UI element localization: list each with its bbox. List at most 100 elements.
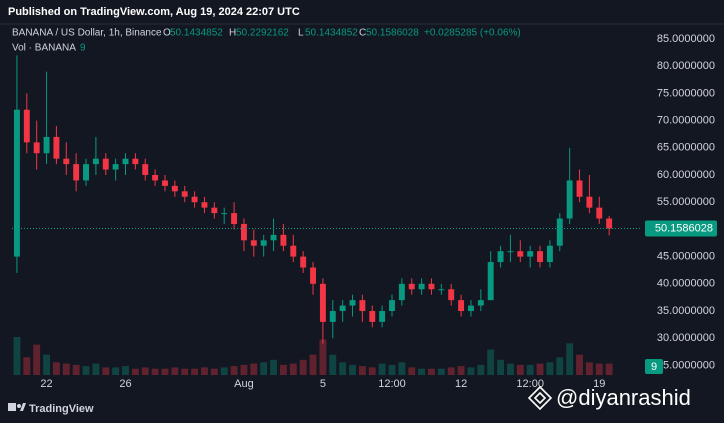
candle-body [221,213,228,215]
candle-body [191,196,198,203]
volume-bar [319,339,327,375]
volume-bar [536,363,544,375]
ohlc-label: H [229,28,236,39]
volume-bar [585,362,593,375]
volume-bar [516,364,524,375]
volume-bar [112,367,120,375]
y-tick-label: 80.0000000 [657,60,715,72]
candle-body [171,185,178,192]
volume-bar [279,364,287,375]
last-price-box [645,220,717,237]
candle-body [418,283,425,290]
volume-bar [358,366,366,375]
candle-body [300,256,307,268]
volume-bar [497,359,505,375]
volume-bar [576,354,583,375]
candle-body [596,207,603,219]
candle-body [83,164,89,181]
candle-body [398,283,405,301]
y-tick-label: 75.0000000 [657,87,715,99]
candle-body [112,164,119,170]
candle-body [152,175,159,181]
volume-bar [230,366,238,375]
candle-body [122,158,129,165]
candle-body [63,158,70,165]
volume-bar [309,354,317,375]
volume-bar [141,367,149,375]
volume-bar [92,363,100,375]
candle-body [369,311,376,322]
candle-body [142,164,149,175]
y-tick-label: 60.0000000 [657,169,715,181]
candle-body [132,158,139,165]
y-tick-label: 55.0000000 [657,196,715,208]
candle-body [497,251,504,263]
x-tick-label: 12:00 [378,378,406,390]
ohlc-value: 50.1434852 [305,28,358,39]
plot-area: O 50.1434852 H 50.2292162 L 50.1434852 C 50.158… [12,28,717,390]
brand: TradingView [29,403,94,415]
symbol: BANANA / US Dollar, 1h, Binance [12,28,162,39]
volume-last-box [645,359,663,374]
candle-body [23,109,30,143]
volume-bar [428,368,435,375]
volume-bar [506,363,514,375]
candle-body [477,300,484,306]
volume-bar [467,367,475,375]
candle-body [53,136,60,159]
volume-last-label: 9 [651,361,657,373]
x-tick-label: 19 [593,378,605,390]
volume-bar [270,359,278,375]
volume-bar [23,357,31,375]
volume-bar [151,368,159,375]
volume-bar [339,362,347,375]
y-tick-label: 35.0000000 [657,305,715,317]
volume-bar [388,364,396,375]
volume-bar [181,368,189,375]
candle-body [359,300,366,312]
candle-body [13,109,20,257]
volume-title: Vol · BANANA [12,43,76,54]
volume-bar [62,363,70,375]
candle-body [379,311,386,322]
header-bar [0,0,724,24]
volume-last: 9 [80,43,86,54]
x-tick-label: 22 [40,378,52,390]
y-tick-label: 25.0000000 [657,359,715,371]
candle-body [586,196,593,208]
candle-body [438,289,445,291]
y-tick-label: 30.0000000 [657,332,715,344]
ohlc-value: 50.1434852 [170,28,223,39]
candle-body [389,300,395,312]
last-price-label: 50.1586028 [655,222,713,234]
volume-bar [191,368,199,375]
y-tick-label: 85.0000000 [657,33,715,45]
volume-bar [201,367,208,375]
candle-body [181,191,188,197]
x-tick-label: 12:00 [516,378,544,390]
candle-body [260,240,267,246]
candle-body [408,283,415,290]
volume-bar [220,367,228,375]
candle-body [487,262,494,301]
candle-body [92,158,99,165]
candle-body [270,234,277,241]
x-tick-label: 12 [455,378,467,390]
candle-body [201,202,208,208]
volume-bar [398,362,406,375]
volume-bar [299,359,307,375]
volume-bar [72,364,80,375]
candle-body [319,283,326,322]
candle-body [566,180,573,219]
candle-body [606,218,613,229]
x-tick-label: Aug [234,378,254,390]
brand-logo [8,403,26,411]
candle-body [467,305,474,312]
volume-bar [556,357,564,375]
volume-bar [477,364,485,375]
candle-body [458,300,465,312]
watermark-icon [527,385,553,411]
ohlc-value: 50.2292162 [236,28,289,39]
candle-body [162,180,168,186]
